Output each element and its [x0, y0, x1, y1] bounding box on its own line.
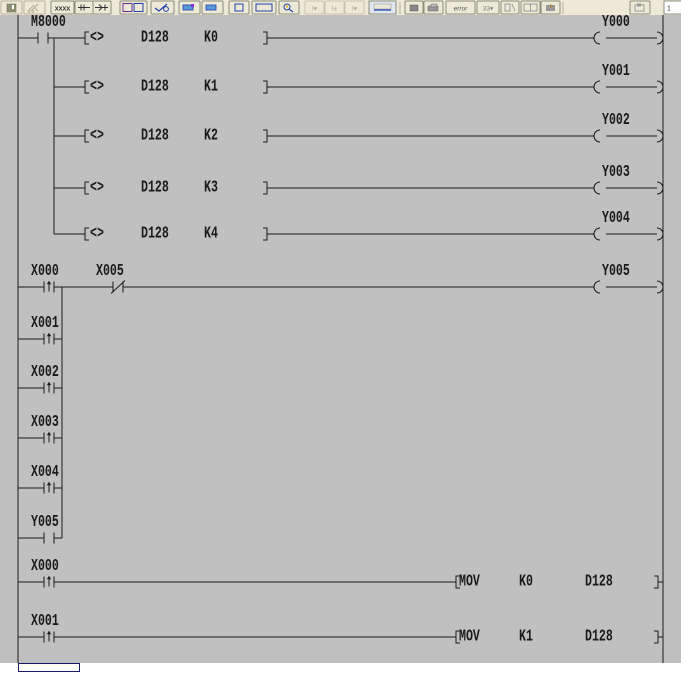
svg-text:D128: D128: [141, 127, 169, 146]
svg-text:X001: X001: [31, 314, 59, 333]
svg-text:X003: X003: [31, 413, 59, 432]
svg-text:D128: D128: [141, 29, 169, 48]
svg-text:X000: X000: [31, 262, 59, 281]
svg-text:D128: D128: [585, 573, 613, 592]
svg-text:<>: <>: [90, 225, 104, 244]
svg-text:X005: X005: [96, 262, 124, 281]
svg-text:D128: D128: [141, 78, 169, 97]
svg-text:K1: K1: [204, 78, 218, 97]
svg-text:I▾: I▾: [352, 6, 358, 13]
svg-text:<>: <>: [90, 179, 104, 198]
svg-text:M8000: M8000: [31, 15, 66, 32]
svg-text:Y005: Y005: [31, 513, 59, 532]
svg-text:MOV: MOV: [459, 628, 480, 647]
svg-text:I±: I±: [332, 6, 338, 13]
svg-text:X004: X004: [31, 463, 59, 482]
svg-text:X001: X001: [31, 612, 59, 631]
svg-text:K4: K4: [204, 225, 218, 244]
svg-text:X000: X000: [31, 557, 59, 576]
svg-text:K3: K3: [204, 179, 218, 198]
svg-text:Y003: Y003: [602, 163, 630, 182]
svg-text:<>: <>: [90, 127, 104, 146]
svg-text:I▾: I▾: [312, 6, 318, 13]
svg-text:error: error: [454, 6, 469, 13]
svg-text:<>: <>: [90, 78, 104, 97]
svg-text:<>: <>: [90, 29, 104, 48]
svg-text:Y005: Y005: [602, 262, 630, 281]
svg-text:Y001: Y001: [602, 62, 630, 81]
svg-text:xxxx: xxxx: [55, 6, 71, 13]
svg-text:K0: K0: [519, 573, 533, 592]
svg-text:33▾: 33▾: [483, 6, 494, 13]
svg-text:D128: D128: [141, 179, 169, 198]
svg-text:K1: K1: [519, 628, 533, 647]
svg-text:D128: D128: [585, 628, 613, 647]
svg-text:D128: D128: [141, 225, 169, 244]
svg-text:1: 1: [667, 6, 671, 13]
svg-text:X002: X002: [31, 363, 59, 382]
svg-text:Y000: Y000: [602, 15, 630, 32]
svg-text:MOV: MOV: [459, 573, 480, 592]
svg-text:Y004: Y004: [602, 209, 630, 228]
svg-text:K0: K0: [204, 29, 218, 48]
svg-text:K2: K2: [204, 127, 218, 146]
svg-text:Y002: Y002: [602, 111, 630, 130]
